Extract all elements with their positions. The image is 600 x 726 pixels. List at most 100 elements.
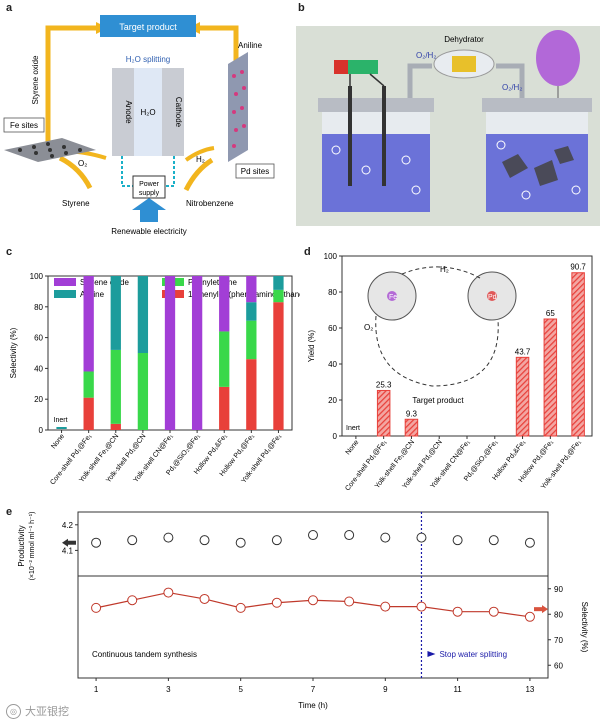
panel-label-a: a (6, 2, 13, 14)
loop-arrow-left (45, 25, 100, 150)
nitrobenzene-label: Nitrobenzene (186, 199, 234, 208)
stacked-bar-segment (219, 276, 230, 332)
stop-arrow (427, 651, 436, 657)
legend-label: Styrene oxide (80, 278, 129, 287)
stacked-bar-segment (83, 397, 94, 430)
selectivity-point (163, 587, 174, 598)
bottom-axis-arrow (542, 605, 548, 614)
productivity-point (271, 535, 282, 546)
selectivity-point (271, 597, 282, 608)
o2-label: O₂ (78, 159, 87, 168)
h2o-label: H₂O (140, 108, 155, 117)
x-tick-label: None (50, 433, 66, 451)
pd-sites-box (235, 163, 275, 179)
top-y-axis-unit: (×10⁻² mmol ml⁻¹ h⁻¹) (29, 512, 36, 581)
pd-center (487, 291, 497, 301)
target-product-label: Target product (119, 22, 177, 32)
target-product-box (100, 15, 196, 37)
h2o-splitting-label: H₂O splitting (126, 55, 170, 64)
yield-bar (543, 318, 558, 437)
x-tick-label: 3 (166, 685, 171, 694)
y-tick-label: 40 (34, 364, 43, 373)
productivity-point (452, 535, 463, 546)
legend-swatch (54, 278, 76, 286)
selectivity-point (199, 593, 210, 604)
pd-sites-label: Pd sites (241, 167, 269, 176)
right-y-tick-label: 80 (554, 610, 563, 619)
stacked-bar-segment (273, 302, 284, 430)
styrene-arrow (58, 155, 93, 190)
loop-arrow-right (196, 25, 239, 62)
fe-center (387, 291, 397, 301)
styrene-oxide-label: Styrene oxide (31, 55, 40, 104)
data-label: 25.3 (376, 380, 392, 389)
stacked-bar-segment (246, 302, 257, 321)
bottom-axis-arrow-shaft (534, 607, 542, 612)
power-supply-label-1: Power (139, 181, 160, 188)
h2o-chamber (134, 68, 162, 156)
h2-path (401, 266, 481, 279)
x-tick-label: 1 (94, 685, 99, 694)
panel-a: a Target product H₂O splitting Anode H₂O… (0, 0, 290, 240)
top-y-tick-label: 4.2 (62, 521, 74, 530)
legend-label: Phenylethane (188, 278, 237, 287)
panel-label-d: d (304, 246, 311, 258)
bottom-plot-frame (77, 575, 549, 679)
battery-cap (334, 60, 348, 74)
mechanism-inset: Fe Pd H₂ O₂ Target product (364, 265, 517, 405)
y-tick-label: 20 (328, 396, 337, 405)
productivity-point (308, 530, 318, 541)
aniline-label: Aniline (238, 41, 263, 50)
stop-label: Stop water splitting (439, 650, 507, 659)
yield-bar (571, 272, 585, 437)
panel-b-illustration: Dehydrator O₂/H₂ O₂/H₂ (296, 26, 600, 226)
selectivity-point (416, 601, 427, 612)
data-label: 65 (546, 309, 555, 318)
x-tick-label: 5 (238, 685, 243, 694)
panel-b: b Dehydrator O₂/H₂ O₂/H₂ (296, 0, 600, 240)
left-electrode-2 (382, 86, 386, 186)
watermark: ◎ 大亚银挖 (6, 703, 69, 719)
left-beaker-lid (318, 98, 434, 112)
y-tick-label: 0 (333, 432, 338, 441)
y-tick-label: 80 (34, 303, 43, 312)
stacked-bar-segment (273, 289, 284, 303)
selectivity-chart: 0 20 40 60 80 100 Selectivity (%) Styrene oxide… (9, 272, 306, 486)
cathode (162, 68, 184, 156)
x-tick-label: 13 (525, 685, 534, 694)
productivity-point (488, 535, 499, 546)
target-product-label: Target product (412, 396, 464, 405)
data-label: 9.3 (406, 409, 418, 418)
dehydrator-core (452, 56, 476, 72)
left-beaker-liquid (322, 134, 430, 212)
productivity-point (416, 532, 427, 543)
battery-wire (349, 73, 385, 87)
stacked-bar-segment (137, 353, 149, 430)
yield-bar (404, 418, 419, 437)
stacked-bar-segment (273, 276, 284, 290)
productivity-point (91, 537, 102, 548)
panel-c: c 0 20 40 60 80 100 Selectivity (%) Styrene oxi… (0, 244, 306, 502)
pd-sheet (228, 52, 248, 162)
selectivity-point (524, 611, 535, 622)
productivity-point (163, 532, 174, 543)
selectivity-point (380, 601, 391, 612)
inert-bar (56, 427, 67, 429)
y-tick-label: 100 (324, 252, 338, 261)
productivity-point (344, 530, 355, 541)
panel-label-b: b (298, 2, 305, 14)
legend-swatch (54, 290, 76, 298)
stacked-bar-segment (219, 331, 230, 387)
data-label: 43.7 (515, 347, 531, 356)
top-axis-arrow (62, 538, 68, 547)
yield-bar (515, 356, 530, 437)
yield-bar (376, 389, 391, 437)
stacked-bar-segment (110, 423, 121, 430)
right-beaker-lid (482, 98, 592, 112)
fe-label: Fe (389, 294, 397, 301)
panel-e: e 4.1 4.2 60 70 80 90 1 3 5 7 9 11 13 Time (h) Product… (0, 504, 600, 721)
x-tick-label: None (345, 439, 361, 457)
selectivity-point (452, 606, 463, 617)
cathode-label: Cathode (174, 97, 183, 128)
